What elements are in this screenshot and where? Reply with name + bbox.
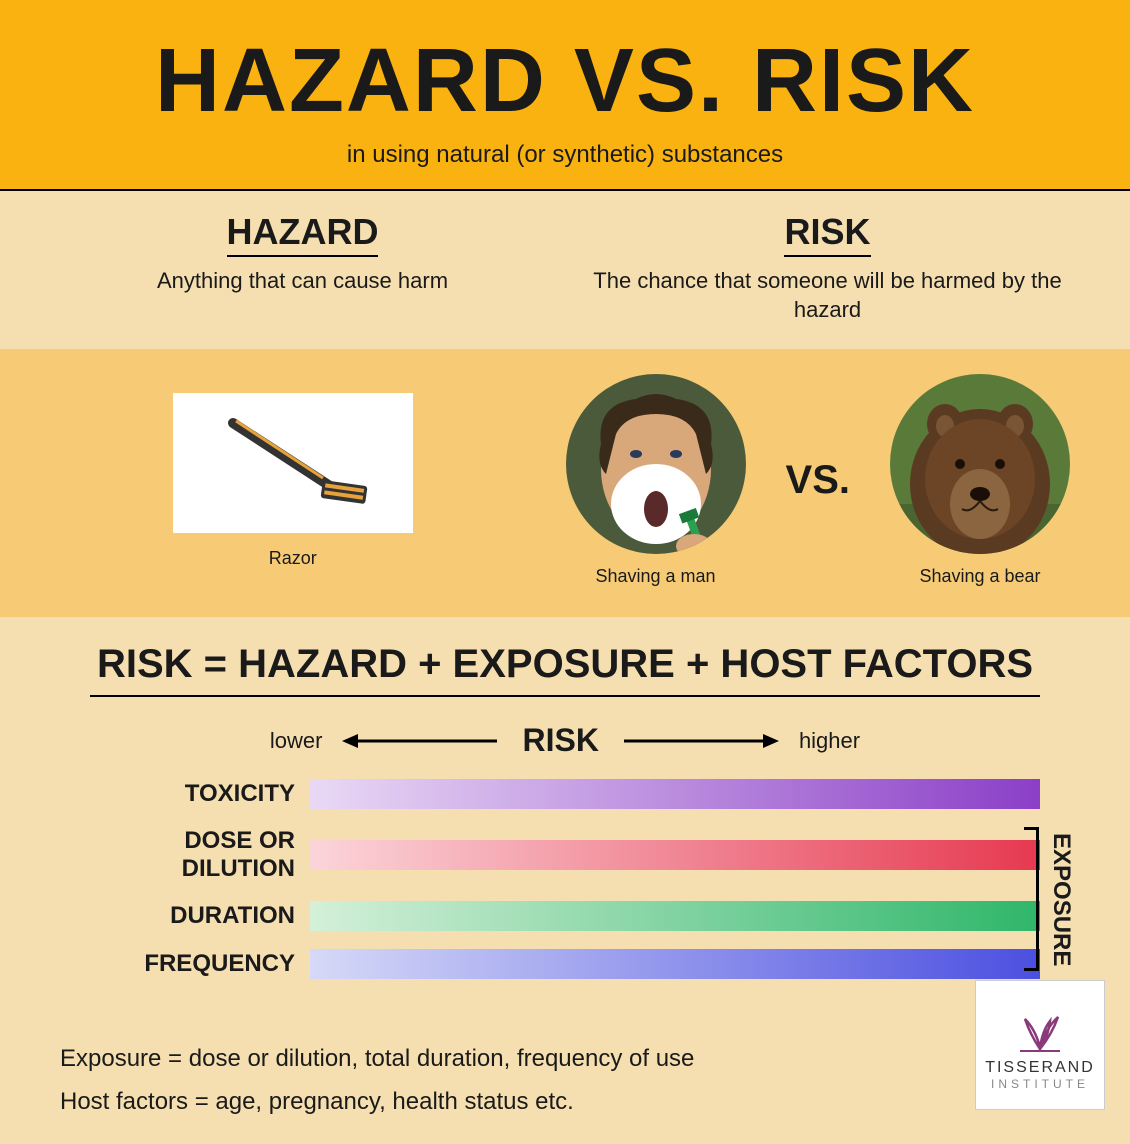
bars-container: Toxicity Dose or dilution Duration Frequenc… <box>90 779 1040 979</box>
razor-caption: Razor <box>60 548 526 569</box>
man-example: Shaving a man <box>566 374 746 587</box>
logo: TISSERAND INSTITUTE <box>975 980 1105 1110</box>
hazard-text: Anything that can cause harm <box>40 267 565 296</box>
examples-row: Razor Shaving a man vs. <box>0 349 1130 617</box>
footer-line1: Exposure = dose or dilution, total durat… <box>60 1037 1070 1080</box>
arrow-left-icon <box>342 731 502 751</box>
risk-scale: lower Risk higher <box>50 722 1080 759</box>
gradient-bar <box>310 840 1040 870</box>
bear-example: Shaving a bear <box>890 374 1070 587</box>
logo-name1: TISSERAND <box>985 1059 1095 1077</box>
gradient-bar <box>310 779 1040 809</box>
risk-heading: Risk <box>784 211 870 257</box>
risk-definition: Risk The chance that someone will be har… <box>565 211 1090 324</box>
bear-image <box>890 374 1070 554</box>
lower-label: lower <box>270 728 323 754</box>
exposure-bracket: exposure <box>1036 827 1075 971</box>
formula-title: Risk = Hazard + Exposure + Host factors <box>90 642 1040 697</box>
razor-example: Razor <box>60 393 526 569</box>
bar-row: Dose or dilution <box>90 827 1040 883</box>
vs-label: vs. <box>786 458 850 503</box>
bar-row: Duration <box>90 901 1040 931</box>
bar-label: Frequency <box>90 950 310 978</box>
razor-image <box>173 393 413 533</box>
footer-line2: Host factors = age, pregnancy, health st… <box>60 1080 1070 1123</box>
man-caption: Shaving a man <box>566 566 746 587</box>
bracket-line <box>1036 827 1039 971</box>
man-image <box>566 374 746 554</box>
arrow-right-icon <box>619 731 779 751</box>
hazard-definition: Hazard Anything that can cause harm <box>40 211 565 324</box>
risk-text: The chance that someone will be harmed b… <box>565 267 1090 324</box>
bar-label: Toxicity <box>90 780 310 808</box>
definitions-row: Hazard Anything that can cause harm Risk… <box>0 191 1130 349</box>
bar-row: Frequency <box>90 949 1040 979</box>
hazard-heading: Hazard <box>227 211 379 257</box>
formula-section: Risk = Hazard + Exposure + Host factors … <box>0 617 1130 1017</box>
higher-label: higher <box>799 728 860 754</box>
subtitle: in using natural (or synthetic) substanc… <box>20 141 1110 169</box>
gradient-bar <box>310 949 1040 979</box>
bar-label: Duration <box>90 902 310 930</box>
logo-name2: INSTITUTE <box>991 1077 1089 1091</box>
logo-icon <box>1010 999 1070 1059</box>
exposure-label: exposure <box>1047 833 1075 966</box>
footer-notes: Exposure = dose or dilution, total durat… <box>0 1017 1130 1143</box>
header-banner: Hazard vs. Risk in using natural (or syn… <box>0 0 1130 191</box>
bar-row: Toxicity <box>90 779 1040 809</box>
gradient-bar <box>310 901 1040 931</box>
bear-caption: Shaving a bear <box>890 566 1070 587</box>
main-title: Hazard vs. Risk <box>20 30 1110 133</box>
risk-scale-label: Risk <box>522 722 598 759</box>
bar-label: Dose or dilution <box>90 827 310 883</box>
